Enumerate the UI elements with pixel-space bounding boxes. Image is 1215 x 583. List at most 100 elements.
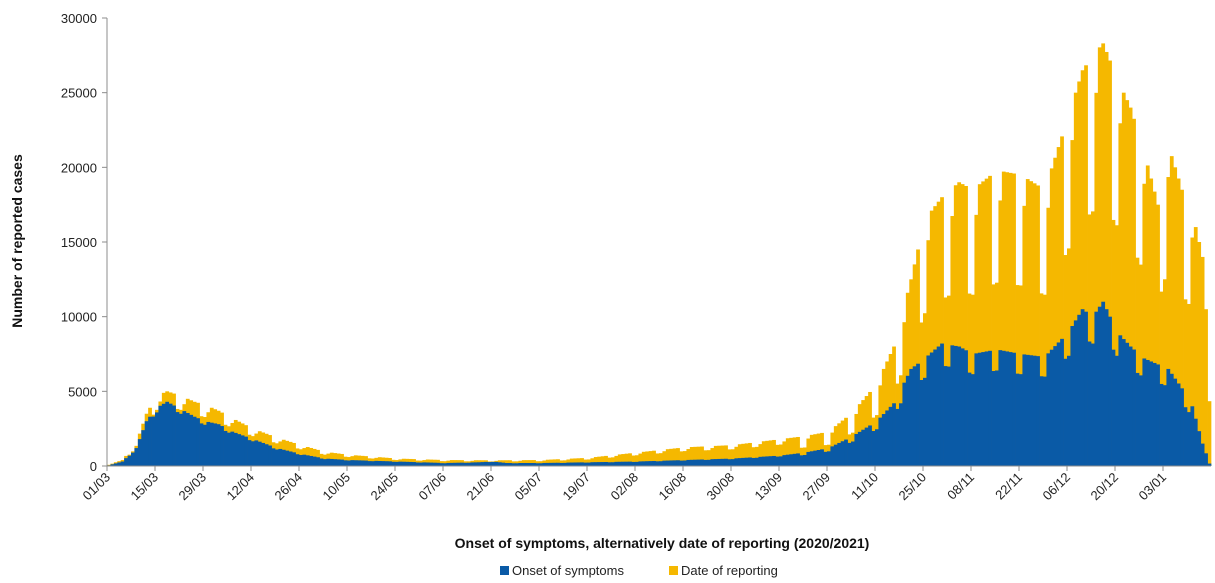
bar-onset-of-symptoms xyxy=(432,462,437,466)
bar-date-of-reporting xyxy=(549,459,554,466)
bar-onset-of-symptoms xyxy=(1008,352,1013,466)
bar-onset-of-symptoms xyxy=(936,346,941,466)
bar-date-of-reporting xyxy=(672,448,677,466)
bar-date-of-reporting xyxy=(1156,204,1160,467)
bar-onset-of-symptoms xyxy=(227,432,231,466)
bar-onset-of-symptoms xyxy=(312,456,317,466)
bar-onset-of-symptoms xyxy=(134,448,139,466)
bar-onset-of-symptoms xyxy=(326,458,331,466)
bar-onset-of-symptoms xyxy=(628,461,632,466)
bar-onset-of-symptoms xyxy=(288,451,293,466)
bar-date-of-reporting xyxy=(1200,256,1205,466)
bar-onset-of-symptoms xyxy=(1169,373,1174,466)
bar-date-of-reporting xyxy=(703,450,708,466)
bar-onset-of-symptoms xyxy=(480,462,485,466)
bar-onset-of-symptoms xyxy=(905,375,910,466)
bar-date-of-reporting xyxy=(1135,257,1140,466)
x-tick-label: 19/07 xyxy=(560,470,594,504)
bar-date-of-reporting xyxy=(1139,264,1143,466)
bar-date-of-reporting xyxy=(600,456,605,466)
bar-date-of-reporting xyxy=(580,458,584,466)
bar-date-of-reporting xyxy=(988,175,992,466)
bar-onset-of-symptoms xyxy=(518,463,523,466)
bar-date-of-reporting xyxy=(645,451,650,466)
bar-date-of-reporting xyxy=(710,448,715,466)
bar-onset-of-symptoms xyxy=(422,462,427,466)
bar-onset-of-symptoms xyxy=(364,460,368,466)
bar-date-of-reporting xyxy=(1142,183,1147,466)
bar-date-of-reporting xyxy=(1204,309,1208,466)
bar-date-of-reporting xyxy=(813,434,818,466)
bar-date-of-reporting xyxy=(1166,177,1171,467)
bar-onset-of-symptoms xyxy=(545,462,550,466)
bar-onset-of-symptoms xyxy=(1019,374,1023,466)
bar-date-of-reporting xyxy=(981,181,986,466)
bar-date-of-reporting xyxy=(1101,43,1106,466)
bar-onset-of-symptoms xyxy=(501,462,506,466)
bar-onset-of-symptoms xyxy=(888,406,893,466)
bar-onset-of-symptoms xyxy=(614,461,619,466)
bar-onset-of-symptoms xyxy=(861,429,866,466)
bar-onset-of-symptoms xyxy=(347,460,351,466)
bar-onset-of-symptoms xyxy=(943,366,948,466)
bar-date-of-reporting xyxy=(686,449,691,466)
bar-date-of-reporting xyxy=(768,440,773,466)
bar-onset-of-symptoms xyxy=(559,462,564,466)
bar-onset-of-symptoms xyxy=(717,458,722,466)
bar-onset-of-symptoms xyxy=(881,414,886,466)
bar-onset-of-symptoms xyxy=(1176,383,1181,466)
bar-onset-of-symptoms xyxy=(991,371,996,466)
bar-onset-of-symptoms xyxy=(456,462,461,466)
bar-onset-of-symptoms xyxy=(261,442,266,466)
bar-onset-of-symptoms xyxy=(909,368,914,466)
bar-onset-of-symptoms xyxy=(460,462,464,466)
bar-onset-of-symptoms xyxy=(703,459,708,466)
bar-onset-of-symptoms xyxy=(919,379,924,466)
bar-onset-of-symptoms xyxy=(840,441,845,466)
bar-onset-of-symptoms xyxy=(1077,314,1082,466)
bar-onset-of-symptoms xyxy=(645,461,650,466)
bar-onset-of-symptoms xyxy=(785,454,790,466)
bar-onset-of-symptoms xyxy=(655,461,660,466)
bar-onset-of-symptoms xyxy=(124,458,128,466)
bar-onset-of-symptoms xyxy=(477,462,482,466)
y-tick-label: 30000 xyxy=(61,11,97,26)
bar-onset-of-symptoms xyxy=(689,459,694,466)
bar-onset-of-symptoms xyxy=(144,421,149,466)
bar-onset-of-symptoms xyxy=(1070,326,1075,466)
bar-onset-of-symptoms xyxy=(926,355,931,466)
bar-date-of-reporting xyxy=(638,453,643,466)
bar-onset-of-symptoms xyxy=(1163,385,1167,466)
bar-onset-of-symptoms xyxy=(1091,343,1095,466)
bar-date-of-reporting xyxy=(751,447,756,466)
bar-onset-of-symptoms xyxy=(367,461,372,466)
bar-onset-of-symptoms xyxy=(707,459,711,466)
bar-date-of-reporting xyxy=(676,448,680,466)
x-tick-label: 22/11 xyxy=(992,470,1025,503)
bar-date-of-reporting xyxy=(1080,70,1085,467)
bar-onset-of-symptoms xyxy=(679,460,684,466)
bar-onset-of-symptoms xyxy=(515,463,519,466)
bar-onset-of-symptoms xyxy=(316,457,320,466)
bar-onset-of-symptoms xyxy=(1012,352,1016,466)
bar-onset-of-symptoms xyxy=(278,448,283,466)
bar-onset-of-symptoms xyxy=(1180,388,1184,466)
bar-onset-of-symptoms xyxy=(494,461,499,466)
bar-onset-of-symptoms xyxy=(388,461,392,466)
bar-onset-of-symptoms xyxy=(357,460,362,466)
bar-onset-of-symptoms xyxy=(792,453,797,466)
bar-onset-of-symptoms xyxy=(491,461,495,466)
bar-onset-of-symptoms xyxy=(864,427,869,466)
bar-onset-of-symptoms xyxy=(467,462,471,466)
bar-onset-of-symptoms xyxy=(1060,338,1064,466)
bar-date-of-reporting xyxy=(936,201,941,466)
bar-onset-of-symptoms xyxy=(806,451,811,466)
bar-onset-of-symptoms xyxy=(371,461,375,466)
bar-date-of-reporting xyxy=(1125,100,1130,466)
bar-date-of-reporting xyxy=(1104,51,1109,466)
bar-onset-of-symptoms xyxy=(1080,309,1085,466)
bar-onset-of-symptoms xyxy=(189,414,194,466)
bar-onset-of-symptoms xyxy=(223,430,228,466)
y-tick-label: 15000 xyxy=(61,235,97,250)
bar-onset-of-symptoms xyxy=(1207,463,1212,466)
